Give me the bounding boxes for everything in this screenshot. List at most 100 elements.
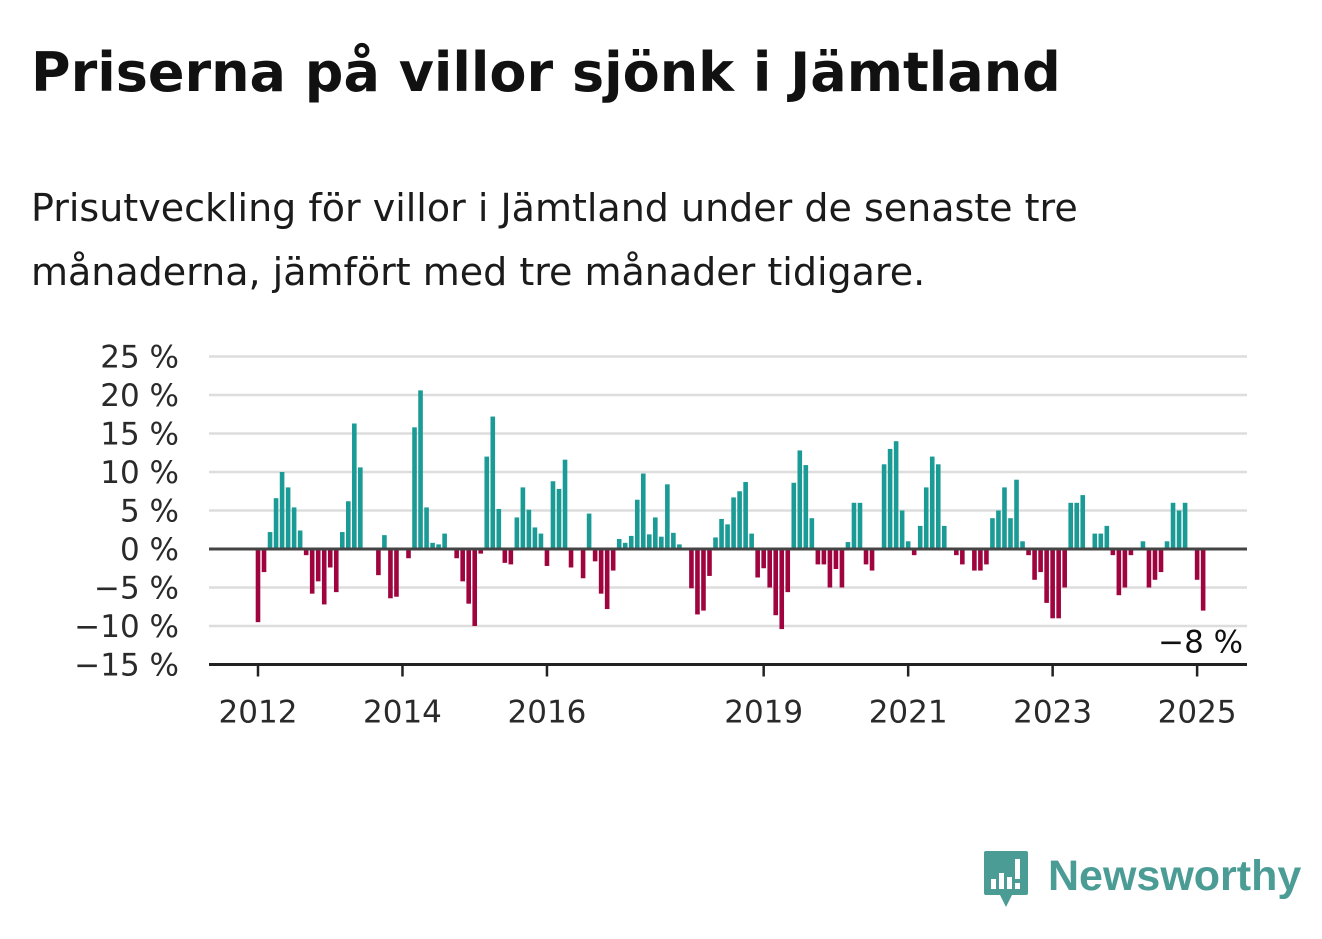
x-tick-label: 2012	[219, 695, 298, 731]
bar	[887, 448, 893, 549]
y-tick-label: 5 %	[120, 494, 179, 530]
bar	[285, 487, 291, 549]
bar	[436, 544, 441, 549]
x-tick-label: 2025	[1158, 695, 1237, 731]
bar	[472, 549, 478, 626]
bar	[1080, 495, 1086, 549]
bar	[1176, 510, 1182, 549]
bar	[388, 549, 393, 599]
bar	[972, 549, 977, 571]
bar	[394, 549, 399, 597]
bar	[917, 525, 923, 549]
bar	[1116, 549, 1122, 596]
bar	[857, 502, 863, 549]
bar	[821, 549, 827, 565]
bar	[665, 484, 670, 549]
bar	[1050, 549, 1055, 619]
bar	[430, 542, 435, 549]
bar	[1002, 487, 1007, 549]
bar	[309, 549, 315, 594]
y-tick-label: 0 %	[120, 532, 179, 568]
bar	[538, 533, 544, 549]
x-tick-label: 2016	[508, 695, 587, 731]
bar	[382, 535, 387, 549]
bar	[1092, 533, 1098, 549]
bar	[1128, 549, 1134, 556]
bar-chart: 25 %20 %15 %10 %5 %0 %−5 %−10 %−15 % 201…	[74, 340, 1247, 731]
bar	[267, 532, 273, 549]
chart-subtitle: Prisutveckling för villor i Jämtland und…	[31, 186, 1078, 294]
bar	[833, 549, 839, 570]
bar	[544, 549, 550, 566]
gridlines	[209, 355, 1247, 628]
bar	[845, 542, 851, 549]
bar	[358, 467, 363, 549]
bar	[1014, 479, 1019, 549]
y-axis-ticks: 25 %20 %15 %10 %5 %0 %−5 %−10 %−15 %	[74, 340, 179, 684]
bar	[273, 498, 279, 549]
bar	[532, 527, 538, 549]
bar	[586, 513, 592, 549]
bar	[640, 473, 646, 549]
chart-title: Priserna på villor sjönk i Jämtland	[31, 41, 1061, 104]
bar	[580, 549, 586, 579]
bar	[713, 537, 718, 549]
bar	[923, 487, 929, 549]
y-tick-label: 25 %	[100, 340, 179, 376]
bar	[1122, 549, 1128, 588]
bar	[376, 549, 381, 576]
bar	[707, 549, 712, 576]
bar	[303, 549, 309, 556]
bar	[869, 549, 875, 571]
bar	[851, 502, 857, 549]
bar	[1104, 525, 1110, 549]
bar	[1062, 549, 1067, 588]
bar	[424, 507, 429, 549]
x-tick-label: 2021	[869, 695, 948, 731]
bar	[315, 549, 321, 582]
bar	[1158, 549, 1164, 573]
bar	[881, 464, 887, 549]
bar	[1194, 549, 1200, 580]
bar	[791, 482, 797, 549]
bar	[731, 497, 736, 549]
bar	[773, 549, 779, 616]
bar	[779, 549, 785, 630]
bar	[628, 535, 634, 549]
bar	[803, 465, 809, 549]
bar	[1020, 541, 1025, 549]
bar	[725, 524, 730, 549]
bar	[719, 518, 724, 549]
bar	[478, 549, 484, 554]
bar	[352, 423, 357, 549]
bar	[1164, 541, 1170, 549]
bar	[454, 549, 459, 559]
bar	[1026, 549, 1031, 556]
bar	[556, 488, 562, 549]
x-tick-label: 2019	[724, 695, 803, 731]
bar	[911, 549, 917, 556]
bar	[484, 456, 490, 549]
bar	[610, 549, 616, 571]
bar	[749, 533, 754, 549]
bar	[737, 491, 742, 549]
bars	[255, 390, 1206, 630]
bar	[346, 501, 351, 549]
bar	[1038, 549, 1043, 573]
bar	[526, 509, 532, 549]
bar	[490, 416, 496, 549]
bar	[291, 507, 297, 549]
bar	[297, 530, 303, 549]
bar	[1110, 549, 1116, 556]
bar	[496, 508, 502, 549]
bar	[797, 450, 803, 549]
y-tick-label: 15 %	[100, 417, 179, 453]
bar	[1170, 502, 1176, 549]
bar	[827, 549, 833, 588]
bar	[592, 549, 598, 562]
bar	[755, 549, 760, 578]
bar	[941, 525, 947, 549]
bar	[935, 464, 941, 549]
bar	[1074, 502, 1080, 549]
newsworthy-logo: Newsworthy	[982, 848, 1301, 910]
